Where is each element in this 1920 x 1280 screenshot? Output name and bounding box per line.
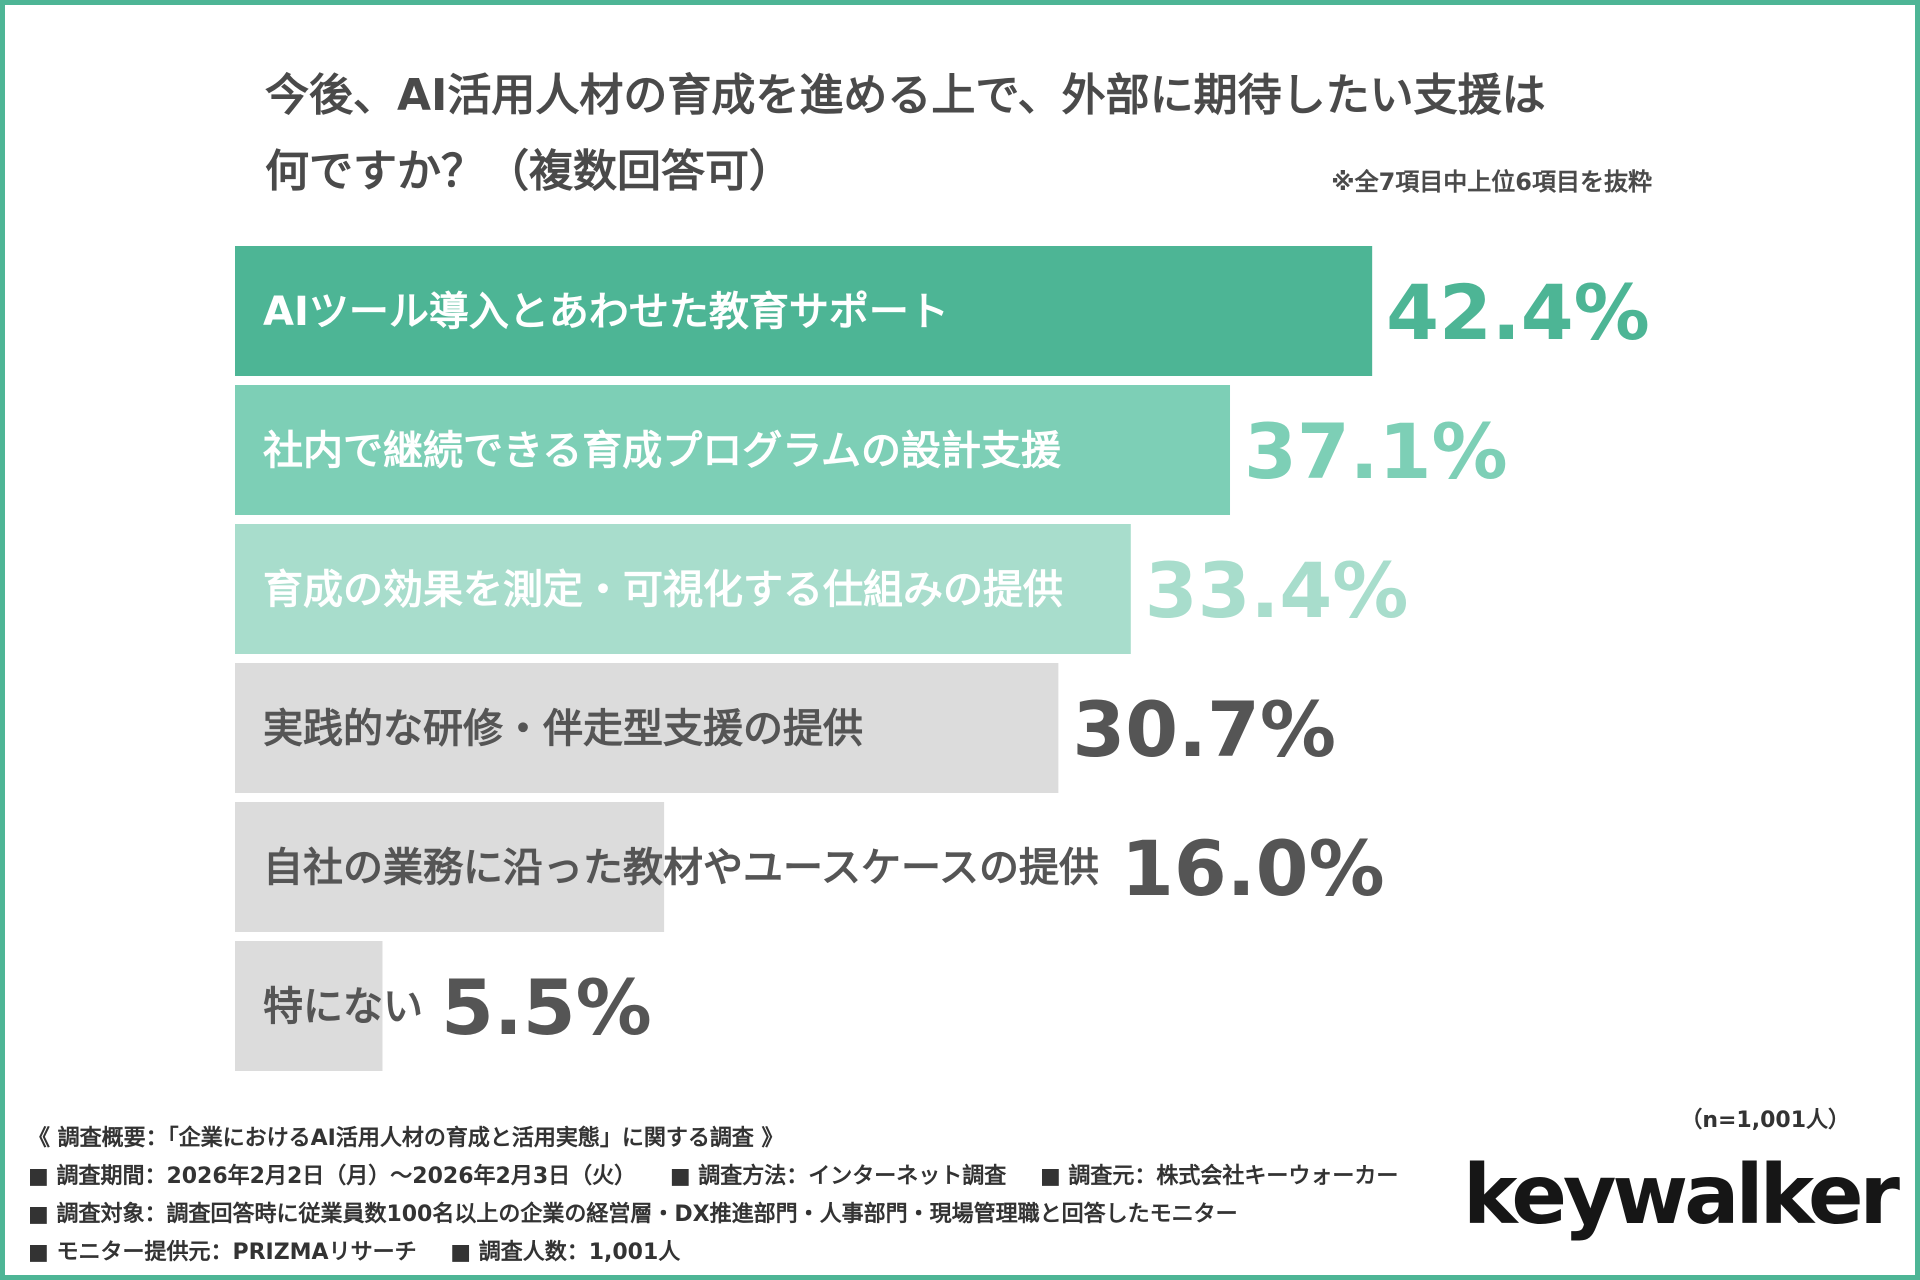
bar-chart: AIツール導入とあわせた教育サポート 42.4% 社内で継続できる育成プログラムの設… [235, 246, 1650, 1071]
bar-label-5: 自社の業務に沿った教材やユースケースの提供 [263, 845, 1099, 891]
sample-size: （n=1,001人） [1680, 1108, 1850, 1133]
chart-note: ※全7項目中上位6項目を抜粋 [1331, 168, 1652, 196]
survey-count: ■ 調査人数：1,001人 [450, 1240, 681, 1265]
bar-4 [235, 663, 1059, 793]
survey-overview: 《 調査概要：「企業におけるAI活用人材の育成と活用実態」に関する調査 》 [28, 1126, 784, 1151]
chart-title: 今後、AI活用人材の育成を進める上で、外部に期待したい支援は 何ですか？（複数回… [265, 58, 1665, 210]
chart-title-line2: 何ですか？（複数回答可） [265, 146, 793, 197]
survey-period: ■ 調査期間：2026年2月2日（月）～2026年2月3日（火） [28, 1164, 637, 1189]
bar-label-4: 実践的な研修・伴走型支援の提供 [263, 706, 863, 752]
value-label-1: 42.4% [1386, 268, 1650, 357]
bar-label-6: 特にない [263, 984, 423, 1030]
bar-3 [235, 524, 1131, 654]
chart-title-line1: 今後、AI活用人材の育成を進める上で、外部に期待したい支援は [265, 70, 1546, 121]
survey-provider: ■ モニター提供元：PRIZMAリサーチ [28, 1240, 417, 1265]
bar-5 [235, 802, 665, 932]
bar-label-3: 育成の効果を測定・可視化する仕組みの提供 [263, 567, 1063, 613]
bar-label-2: 社内で継続できる育成プログラムの設計支援 [263, 428, 1062, 474]
bar-2 [235, 385, 1231, 515]
bar-label-1: AIツール導入とあわせた教育サポート [263, 289, 949, 335]
survey-row-1: ■ 調査期間：2026年2月2日（月）～2026年2月3日（火） ■ 調査方法：… [28, 1158, 1424, 1196]
value-label-3: 33.4% [1145, 546, 1409, 635]
keywalker-logo: keywalker [1463, 1148, 1900, 1243]
value-label-4: 30.7% [1072, 685, 1336, 774]
survey-target: ■ 調査対象：調査回答時に従業員数100名以上の企業の経営層・DX推進部門・人事… [28, 1202, 1238, 1227]
survey-source: ■ 調査元：株式会社キーウォーカー [1039, 1164, 1399, 1189]
survey-row-3: ■ モニター提供元：PRIZMAリサーチ ■ 調査人数：1,001人 [28, 1234, 1424, 1272]
value-label-5: 16.0% [1121, 824, 1385, 913]
bar-1 [235, 246, 1373, 376]
survey-method: ■ 調査方法：インターネット調査 [669, 1164, 1007, 1189]
bar-6 [235, 941, 383, 1071]
value-label-2: 37.1% [1244, 407, 1508, 496]
survey-footer: 《 調査概要：「企業におけるAI活用人材の育成と活用実態」に関する調査 》 ■ … [28, 1120, 1424, 1272]
value-label-6: 5.5% [441, 963, 652, 1052]
